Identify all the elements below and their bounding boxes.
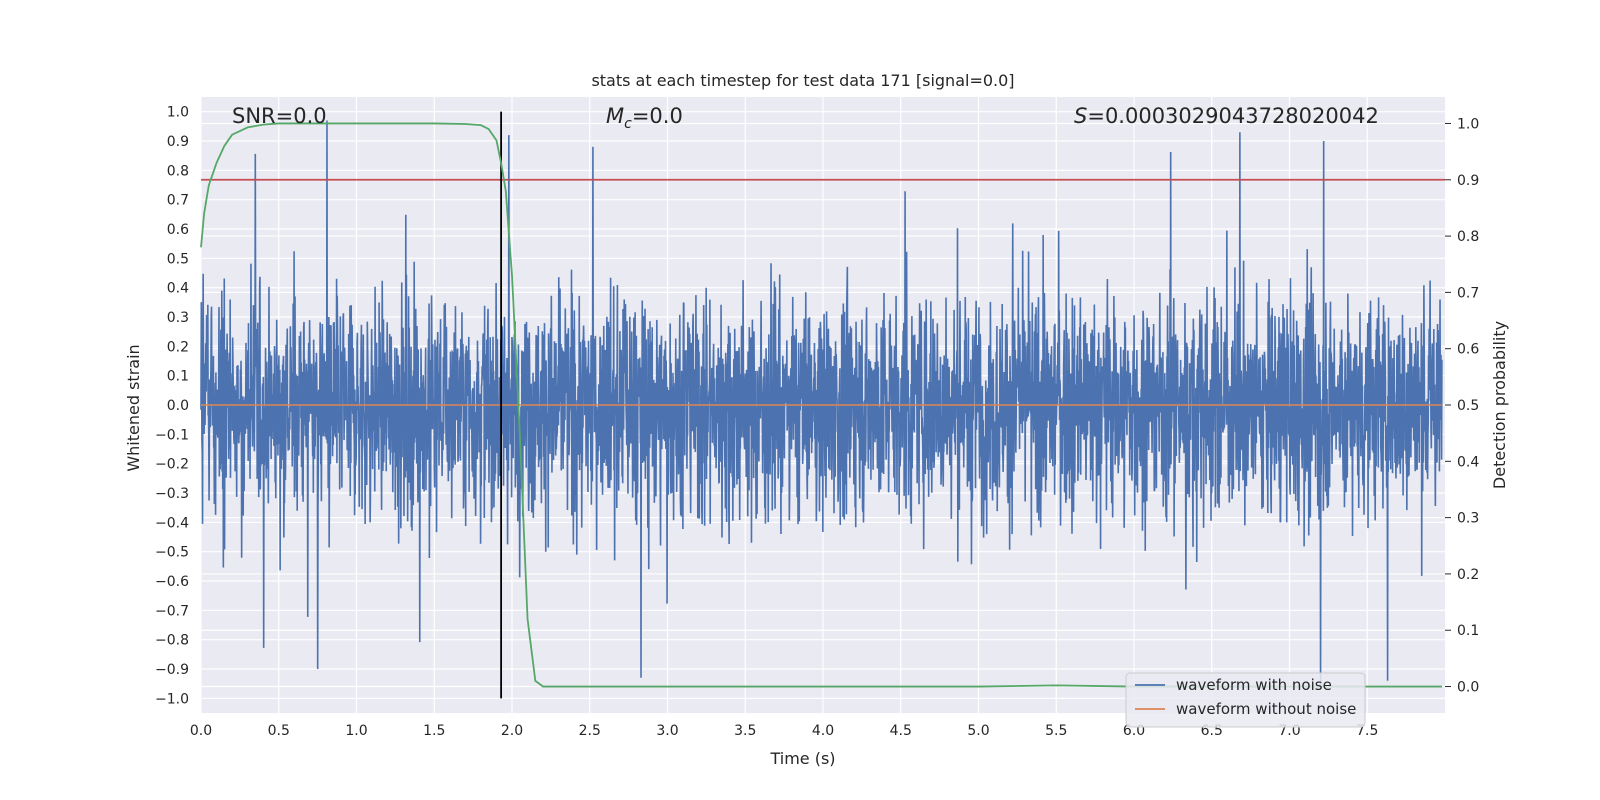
y-right-tick-label: 0.8: [1457, 229, 1479, 245]
y-left-tick-label: 0.4: [167, 281, 189, 297]
mc-symbol: M: [606, 104, 624, 128]
x-tick-label: 1.5: [423, 723, 445, 739]
y-right-axis-ticks: 1.0 0.9 0.8 0.7 0.6 0.5 0.4 0.3 0.2 0.1 0.0: [1445, 116, 1479, 696]
series-waveform-with-noise: [200, 120, 1443, 690]
y-right-tick-label: 1.0: [1457, 116, 1479, 132]
y-left-axis-label: Whitened strain: [124, 344, 143, 471]
s-symbol: S: [1074, 104, 1087, 128]
y-left-tick-label: 1.0: [167, 105, 189, 121]
y-left-tick-label: −0.6: [155, 574, 189, 590]
x-tick-label: 2.5: [579, 723, 601, 739]
y-left-tick-label: −0.7: [155, 603, 189, 619]
annotation-s: S=0.0003029043728020042: [1074, 104, 1379, 128]
y-left-tick-label: −0.8: [155, 633, 189, 649]
annotation-chirp-mass: Mc=0.0: [606, 104, 683, 132]
y-right-tick-label: 0.1: [1457, 623, 1479, 639]
x-tick-label: 5.0: [967, 723, 989, 739]
y-left-tick-label: −0.4: [155, 515, 189, 531]
legend-label-waveform-with-noise: waveform with noise: [1176, 676, 1332, 694]
y-left-tick-label: −0.1: [155, 427, 189, 443]
y-right-tick-label: 0.9: [1457, 173, 1479, 189]
x-tick-label: 0.5: [268, 723, 290, 739]
x-tick-label: 3.0: [656, 723, 678, 739]
mc-subscript: c: [624, 116, 632, 132]
y-right-tick-label: 0.3: [1457, 511, 1479, 527]
y-left-axis-ticks: 1.0 0.9 0.8 0.7 0.6 0.5 0.4 0.3 0.2 0.1 0.0 −0.1 −0.…: [155, 105, 189, 708]
legend: waveform with noise waveform without noi…: [1125, 672, 1366, 728]
plot-area: [200, 111, 1445, 699]
y-left-tick-label: 0.0: [167, 398, 189, 414]
y-right-tick-label: 0.5: [1457, 398, 1479, 414]
y-left-tick-label: 0.7: [167, 193, 189, 209]
y-left-tick-label: 0.9: [167, 134, 189, 150]
y-left-tick-label: −1.0: [155, 691, 189, 707]
s-value: =0.0003029043728020042: [1087, 104, 1379, 128]
y-left-tick-label: 0.5: [167, 251, 189, 267]
x-tick-label: 0.0: [190, 723, 212, 739]
y-left-tick-label: 0.2: [167, 339, 189, 355]
x-tick-label: 1.0: [345, 723, 367, 739]
x-tick-label: 3.5: [734, 723, 756, 739]
legend-box: [1125, 672, 1366, 728]
y-left-tick-label: −0.3: [155, 486, 189, 502]
chart-title: stats at each timestep for test data 171…: [591, 71, 1014, 90]
x-tick-label: 4.0: [812, 723, 834, 739]
annotation-snr: SNR=0.0: [232, 104, 327, 128]
mc-value: =0.0: [632, 104, 683, 128]
y-right-tick-label: 0.0: [1457, 680, 1479, 696]
y-right-tick-label: 0.4: [1457, 454, 1479, 470]
y-left-tick-label: 0.8: [167, 163, 189, 179]
x-tick-label: 4.5: [890, 723, 912, 739]
y-right-tick-label: 0.2: [1457, 567, 1479, 583]
y-left-tick-label: −0.9: [155, 662, 189, 678]
x-tick-label: 2.0: [501, 723, 523, 739]
y-left-tick-label: 0.6: [167, 222, 189, 238]
y-left-tick-label: −0.5: [155, 545, 189, 561]
x-tick-label: 5.5: [1045, 723, 1067, 739]
x-axis-label: Time (s): [769, 749, 835, 768]
y-left-tick-label: 0.1: [167, 369, 189, 385]
series-detection-probability: [200, 122, 1442, 688]
y-right-axis-label: Detection probability: [1490, 321, 1509, 489]
y-right-tick-label: 0.7: [1457, 285, 1479, 301]
y-left-tick-label: 0.3: [167, 310, 189, 326]
legend-label-waveform-without-noise: waveform without noise: [1176, 700, 1356, 718]
y-right-tick-label: 0.6: [1457, 342, 1479, 358]
y-left-tick-label: −0.2: [155, 457, 189, 473]
